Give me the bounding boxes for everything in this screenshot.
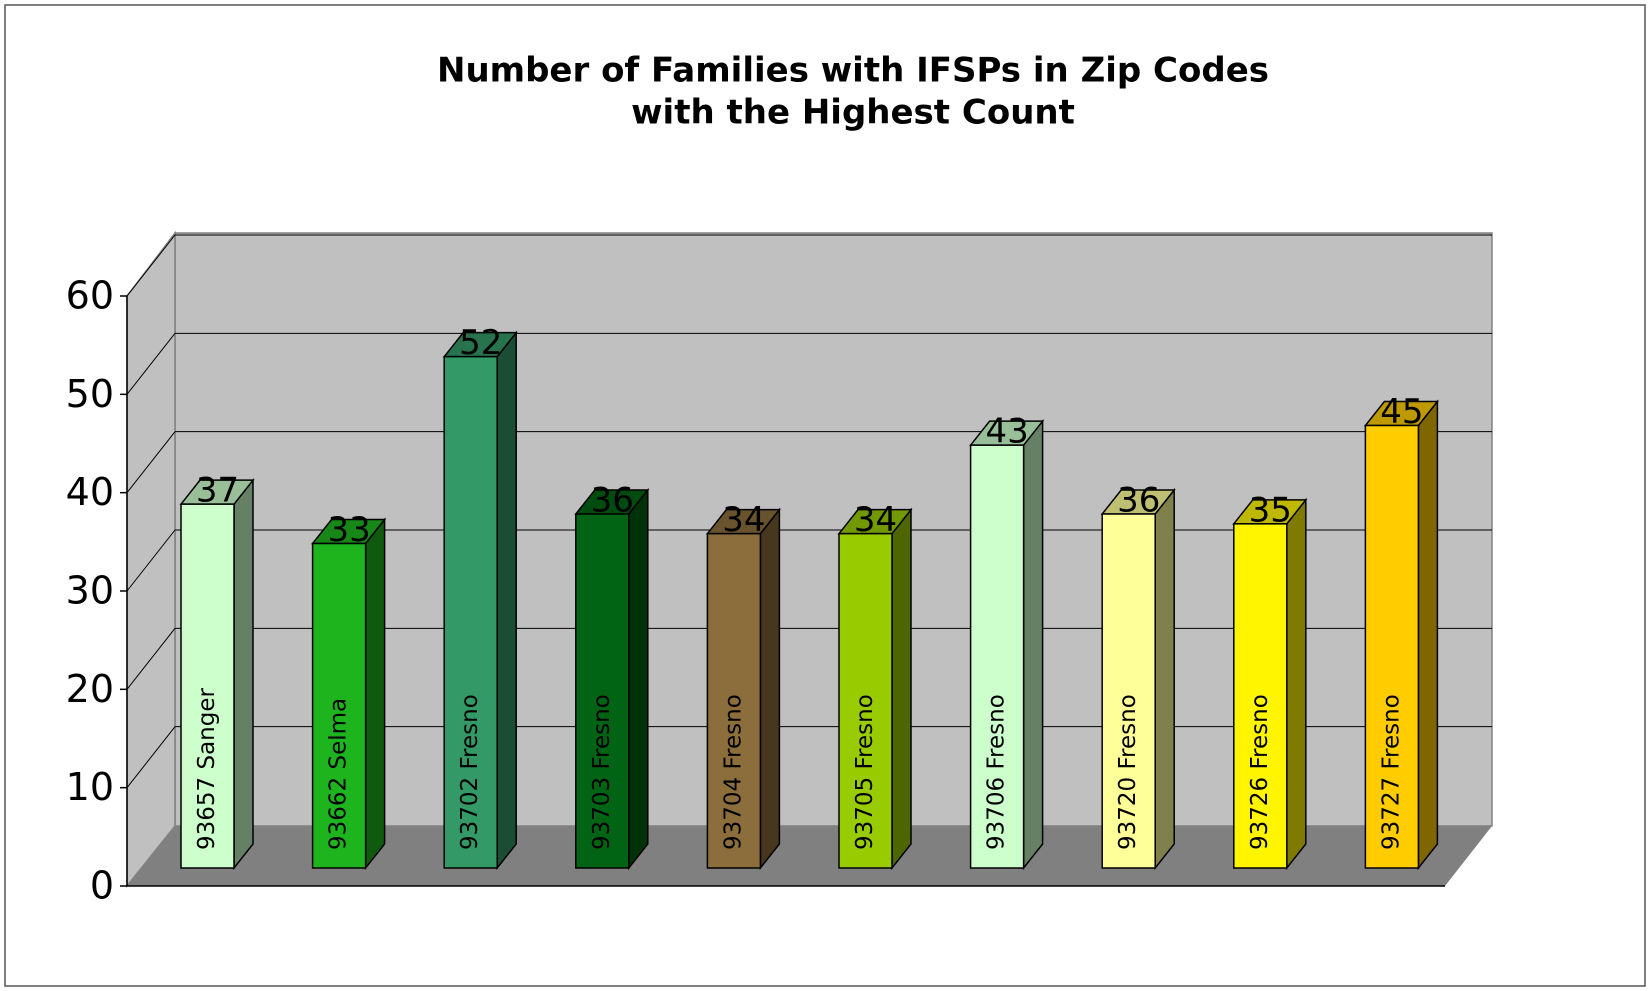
bar: 52 93702 Fresno — [442, 323, 518, 871]
bar-side — [1154, 487, 1175, 871]
bar-side — [1417, 399, 1439, 871]
value-label: 36 — [1117, 481, 1160, 521]
bar: 36 93720 Fresno — [1100, 481, 1176, 871]
bar-front — [180, 503, 235, 869]
bar-front — [838, 532, 893, 869]
y-tick-label: 0 — [90, 864, 114, 908]
category-label: 93704 Fresno — [720, 694, 746, 850]
grid: 0 10 20 30 40 50 60 — [66, 234, 1492, 908]
bar: 37 93657 Sanger — [179, 471, 255, 871]
category-label: 93662 Selma — [326, 698, 352, 850]
bar-front — [1233, 523, 1288, 869]
y-tick-label: 40 — [66, 470, 114, 514]
bar-side — [233, 478, 254, 871]
grid-line — [126, 628, 176, 690]
bar-front — [1364, 424, 1420, 869]
category-label: 93720 Fresno — [1115, 694, 1141, 850]
bar: 34 93705 Fresno — [837, 500, 913, 871]
bar-front — [311, 542, 367, 869]
bars: 37 93657 Sanger 33 93662 Selma 52 93702 Fresn… — [179, 323, 1439, 871]
bar-side — [1022, 419, 1044, 871]
y-tick-label: 60 — [66, 274, 114, 318]
value-label: 35 — [1249, 490, 1292, 530]
grid-line — [126, 529, 176, 592]
value-label: 34 — [722, 500, 765, 540]
bar-front — [1101, 513, 1156, 869]
bar-front — [575, 513, 630, 869]
bar: 43 93706 Fresno — [969, 412, 1045, 871]
value-label: 37 — [196, 471, 239, 511]
value-label: 36 — [591, 481, 634, 521]
bar-side — [1286, 497, 1307, 871]
chart-title: with the Highest Count — [631, 93, 1075, 133]
bar: 45 93727 Fresno — [1363, 392, 1439, 871]
bar-front — [969, 444, 1025, 869]
bar-side — [759, 507, 781, 871]
value-label: 45 — [1380, 392, 1423, 432]
grid-line — [126, 333, 176, 395]
bar: 34 93704 Fresno — [705, 500, 781, 871]
bar-side — [628, 487, 649, 871]
category-label: 93702 Fresno — [457, 694, 483, 850]
value-label: 33 — [327, 510, 370, 550]
y-tick-label: 10 — [66, 765, 114, 809]
grid-line — [126, 234, 176, 297]
bar: 35 93726 Fresno — [1232, 490, 1308, 871]
bar: 33 93662 Selma — [311, 510, 387, 871]
category-label: 93705 Fresno — [852, 694, 878, 850]
bar-front — [706, 532, 762, 869]
y-tick-label: 20 — [66, 667, 114, 711]
bar-side — [891, 507, 912, 871]
y-tick-label: 30 — [66, 569, 114, 613]
bar-side — [364, 517, 386, 871]
value-label: 34 — [854, 500, 897, 540]
value-label: 43 — [985, 412, 1028, 452]
category-label: 93726 Fresno — [1247, 694, 1273, 850]
category-label: 93703 Fresno — [589, 694, 615, 850]
category-label: 93727 Fresno — [1378, 694, 1404, 850]
y-tick-label: 50 — [66, 372, 114, 416]
chart-title: Number of Families with IFSPs in Zip Cod… — [437, 51, 1269, 91]
category-label: 93657 Sanger — [194, 688, 220, 850]
category-label: 93706 Fresno — [984, 694, 1010, 850]
side-wall — [126, 230, 176, 889]
grid-line — [126, 431, 176, 493]
grid-line — [126, 726, 176, 788]
bar: 36 93703 Fresno — [574, 481, 650, 871]
bar-side — [496, 330, 517, 871]
bar-front — [443, 355, 498, 869]
value-label: 52 — [459, 323, 502, 363]
